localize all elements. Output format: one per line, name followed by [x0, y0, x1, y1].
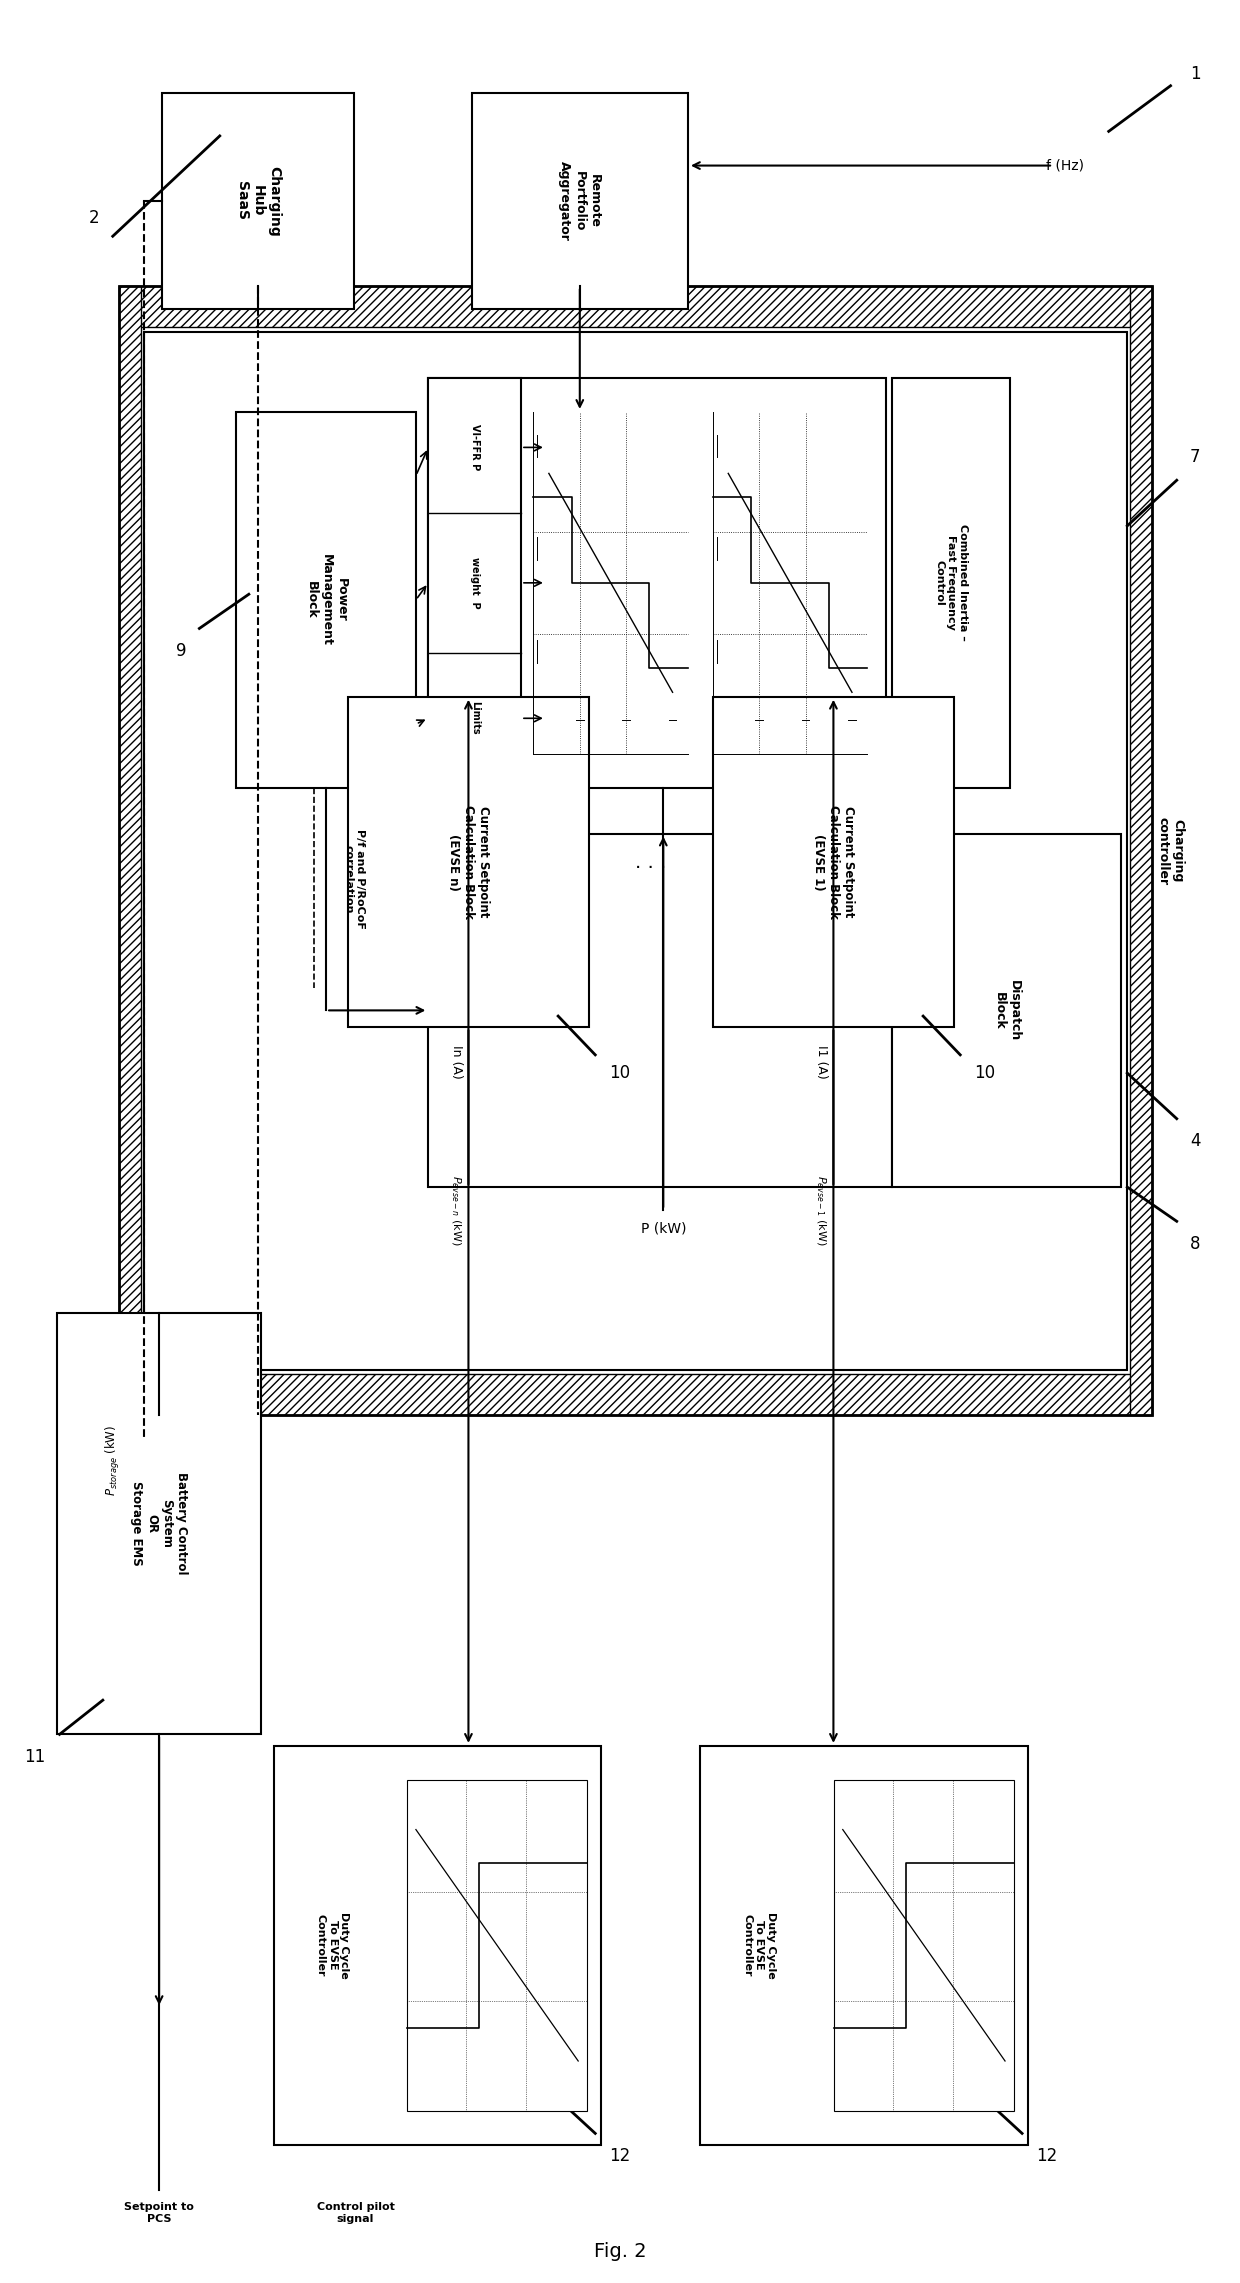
Bar	[144, 331, 1127, 1370]
Bar	[833, 1781, 1014, 2109]
Bar	[428, 377, 887, 788]
Bar	[237, 411, 415, 788]
Bar	[1130, 285, 1152, 1415]
Text: Dispatch
Block: Dispatch Block	[993, 979, 1021, 1041]
Text: Limits: Limits	[470, 701, 480, 735]
Bar	[407, 1781, 588, 2109]
Text: 12: 12	[609, 2148, 631, 2164]
Text: 9: 9	[176, 642, 186, 660]
Bar	[119, 285, 1152, 1415]
Text: Power
Management
Block: Power Management Block	[305, 555, 347, 646]
Text: 2: 2	[89, 210, 99, 226]
Text: 10: 10	[609, 1064, 631, 1082]
Bar	[428, 377, 521, 788]
Bar	[428, 833, 893, 1187]
Text: $P_{storage}$ (kW): $P_{storage}$ (kW)	[104, 1425, 122, 1495]
Bar	[119, 1374, 1152, 1415]
Bar	[713, 696, 954, 1027]
Bar	[471, 94, 688, 308]
Text: Vl-FFR P: Vl-FFR P	[470, 425, 480, 470]
Text: Control pilot
signal: Control pilot signal	[316, 2203, 394, 2224]
Text: 12: 12	[1037, 2148, 1058, 2164]
Text: $P_{evse-1}$ (kW): $P_{evse-1}$ (kW)	[815, 1176, 828, 1244]
Text: $P_{evse-n}$ (kW): $P_{evse-n}$ (kW)	[449, 1176, 463, 1244]
Bar	[347, 696, 589, 1027]
Text: 11: 11	[24, 1749, 46, 1767]
Bar	[274, 1746, 601, 2144]
Text: I1 (A): I1 (A)	[815, 1046, 827, 1078]
Text: In (A): In (A)	[450, 1046, 463, 1078]
Text: weight  P: weight P	[470, 557, 480, 610]
Text: 10: 10	[975, 1064, 996, 1082]
Text: Charging
Hub
SaaS: Charging Hub SaaS	[234, 167, 281, 235]
Text: Charging
controller: Charging controller	[1157, 817, 1184, 886]
Bar	[57, 1313, 262, 1735]
Text: Remote
Portfolio
Aggregator: Remote Portfolio Aggregator	[558, 162, 601, 240]
Bar	[893, 833, 1121, 1187]
Text: 8: 8	[1190, 1235, 1200, 1253]
Text: 1: 1	[1190, 66, 1200, 84]
Text: 7: 7	[1190, 447, 1200, 466]
Bar	[119, 285, 1152, 326]
Text: Battery Control
System
OR
Storage EMS: Battery Control System OR Storage EMS	[130, 1473, 188, 1575]
Text: Setpoint to
PCS: Setpoint to PCS	[124, 2203, 195, 2224]
Text: P/f and P/RoCoF
correlation: P/f and P/RoCoF correlation	[343, 829, 365, 929]
Text: Current Setpoint
Calculation Block
(EVSE 1): Current Setpoint Calculation Block (EVSE…	[812, 806, 854, 920]
Bar	[162, 94, 353, 308]
Text: Current Setpoint
Calculation Block
(EVSE n): Current Setpoint Calculation Block (EVSE…	[446, 806, 490, 920]
Text: P (kW): P (kW)	[641, 1221, 686, 1235]
Text: Duty Cycle
To EVSE
Controller: Duty Cycle To EVSE Controller	[316, 1911, 350, 1979]
Text: 4: 4	[1190, 1132, 1200, 1151]
Bar	[701, 1746, 1028, 2144]
Text: Fig. 2: Fig. 2	[594, 2242, 646, 2262]
Text: f (Hz): f (Hz)	[1047, 158, 1085, 174]
Bar	[119, 285, 141, 1415]
Text: . . .: . . .	[635, 852, 667, 872]
Text: Combined Inertia –
Fast Frequency
Control: Combined Inertia – Fast Frequency Contro…	[935, 525, 967, 642]
Text: Duty Cycle
To EVSE
Controller: Duty Cycle To EVSE Controller	[743, 1911, 776, 1979]
Bar	[893, 377, 1009, 788]
